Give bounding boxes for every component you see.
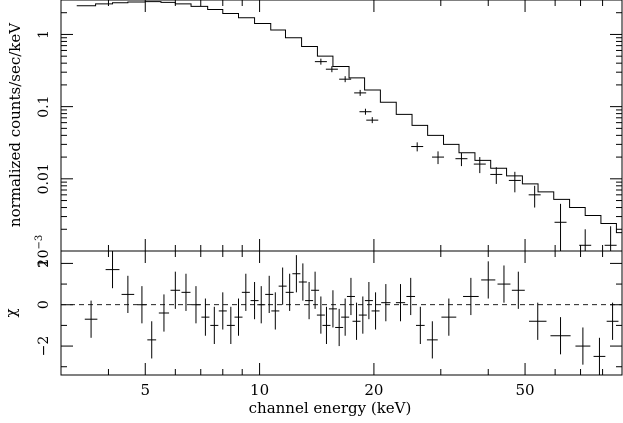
top-panel-frame: [60, 0, 623, 252]
bottom-panel-ticks: 2 0 −2: [36, 251, 623, 375]
y-tick-label: 0: [36, 300, 52, 309]
x-tick-labels: 5 10 20 50: [140, 381, 534, 399]
x-tick-label: 20: [364, 381, 383, 399]
y-tick-label: 10−3: [34, 235, 52, 268]
y-tick-label: −2: [36, 336, 52, 357]
x-tick-label: 10: [250, 381, 269, 399]
top-panel-data: [76, 1, 622, 251]
top-y-axis-label: normalized counts/sec/keV: [6, 22, 24, 227]
bottom-panel-frame: [60, 250, 623, 376]
y-tick-label: 0.1: [36, 95, 52, 117]
top-panel: 10−3 0.01 0.1 1: [34, 0, 623, 268]
model-step-line: [76, 1, 622, 234]
bottom-y-axis-label: χ: [2, 308, 20, 317]
y-tick-label: 1: [36, 30, 52, 39]
x-tick-label: 5: [140, 381, 150, 399]
x-tick-label: 50: [516, 381, 535, 399]
x-axis-label: channel energy (keV): [249, 399, 412, 417]
top-panel-ticks: 10−3 0.01 0.1 1: [34, 0, 623, 268]
bottom-panel: 2 0 −2: [36, 250, 623, 376]
bottom-panel-residuals: [84, 251, 619, 375]
y-tick-label: 0.01: [36, 163, 52, 194]
y-tick-label: 2: [36, 259, 52, 268]
